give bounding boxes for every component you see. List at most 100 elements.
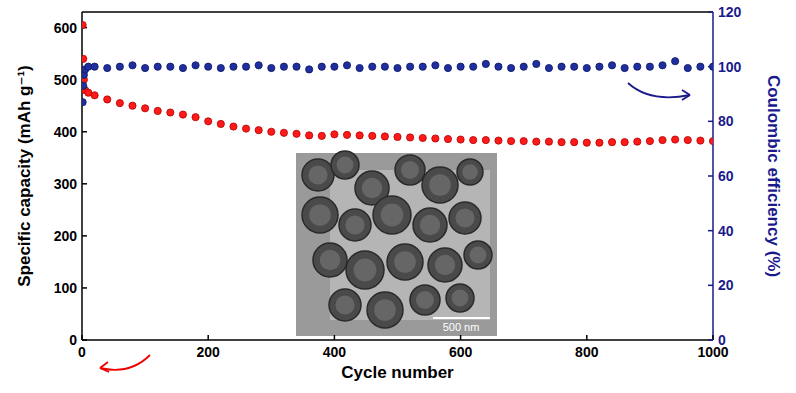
point [470, 136, 477, 143]
y2-tick-label: 40 [718, 223, 734, 239]
inset-particle-core [435, 255, 455, 275]
point [596, 63, 603, 70]
y-tick [82, 131, 87, 133]
point [381, 63, 388, 70]
x-tick-label: 600 [449, 344, 473, 360]
y-tick-label: 100 [54, 280, 78, 296]
point [91, 63, 98, 70]
point [217, 120, 224, 127]
inset-particle [422, 167, 458, 203]
point [571, 63, 578, 70]
point [621, 139, 628, 146]
y-tick-label: 600 [54, 20, 78, 36]
point [684, 136, 691, 143]
x-tick-label: 0 [78, 344, 86, 360]
point [306, 66, 313, 73]
point [268, 128, 275, 135]
point [646, 63, 653, 70]
inset-particle-core [401, 161, 419, 179]
point [697, 137, 704, 144]
point [684, 64, 691, 71]
point [495, 63, 502, 70]
y2-tick-label: 0 [718, 332, 726, 348]
point [407, 134, 414, 141]
point [179, 64, 186, 71]
inset-particle [428, 248, 462, 282]
point [129, 102, 136, 109]
point [217, 64, 224, 71]
y2-tick-label: 100 [718, 59, 742, 75]
point [432, 135, 439, 142]
point [470, 63, 477, 70]
y2-tick [708, 339, 713, 341]
point [558, 139, 565, 146]
y2-tick [708, 175, 713, 177]
ce-arrowhead [682, 90, 690, 100]
point [116, 63, 123, 70]
point [444, 135, 451, 142]
point [242, 125, 249, 132]
point [356, 64, 363, 71]
point [571, 139, 578, 146]
point [343, 131, 350, 138]
point [608, 139, 615, 146]
series-1 [82, 58, 713, 106]
point [583, 139, 590, 146]
point [432, 62, 439, 69]
inset-particle [395, 155, 425, 185]
point [419, 134, 426, 141]
inset-particle-core [320, 250, 340, 270]
point [82, 55, 87, 62]
y2-tick-label: 80 [718, 113, 734, 129]
point [318, 63, 325, 70]
y-tick [82, 183, 87, 185]
point [167, 109, 174, 116]
x-axis-line [82, 339, 713, 341]
point [369, 132, 376, 139]
point [104, 64, 111, 71]
point [545, 138, 552, 145]
point [293, 63, 300, 70]
point [520, 138, 527, 145]
point [205, 63, 212, 70]
inset-particle [413, 208, 447, 242]
inset-particle [329, 289, 361, 321]
point [331, 131, 338, 138]
inset-particle-core [337, 157, 354, 174]
y2-tick-label: 60 [718, 168, 734, 184]
x-tick-label: 200 [197, 344, 221, 360]
inset-image: 500 nm [296, 151, 497, 336]
inset-particle [331, 151, 359, 179]
inset-particle [464, 241, 492, 269]
inset-particle-core [420, 215, 440, 235]
inset-particle-core [335, 295, 354, 314]
inset-particle-core [381, 204, 404, 227]
point [230, 63, 237, 70]
y2-tick [708, 11, 713, 13]
point [672, 58, 679, 65]
inset-film [330, 170, 490, 320]
point [91, 92, 98, 99]
inset-particle [449, 202, 481, 234]
point [343, 62, 350, 69]
point [255, 62, 262, 69]
inset-particle [313, 243, 347, 277]
point [192, 62, 199, 69]
inset-particle [373, 196, 411, 234]
inset-particle-core [394, 251, 416, 273]
point [192, 114, 199, 121]
series-0 [82, 21, 713, 146]
point [672, 136, 679, 143]
inset-particle [446, 284, 474, 312]
y2-tick-label: 120 [718, 4, 742, 20]
point [280, 129, 287, 136]
point [457, 136, 464, 143]
inset-particle-core [308, 165, 327, 184]
y-tick-label: 200 [54, 228, 78, 244]
inset-particle [339, 209, 371, 241]
y-tick [82, 339, 87, 341]
x-tick [334, 335, 336, 340]
capacity-arrowhead [100, 362, 109, 372]
point [356, 132, 363, 139]
chart: 500 nm0200400600800100001002003004005006… [0, 0, 796, 393]
